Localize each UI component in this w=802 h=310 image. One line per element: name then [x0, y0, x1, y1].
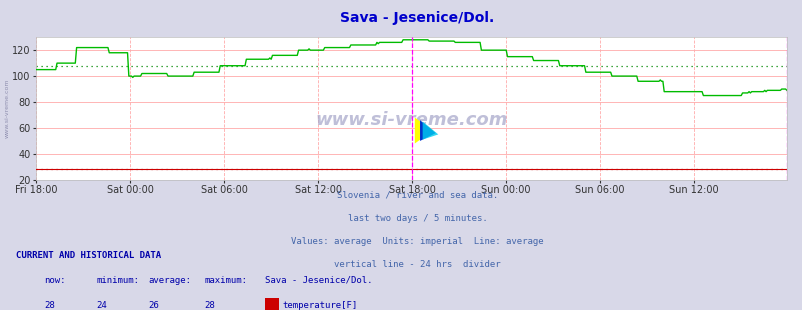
Text: Sava - Jesenice/Dol.: Sava - Jesenice/Dol. — [265, 276, 372, 285]
Text: www.si-vreme.com: www.si-vreme.com — [315, 111, 507, 129]
Text: Slovenia / river and sea data.: Slovenia / river and sea data. — [337, 191, 497, 200]
Text: temperature[F]: temperature[F] — [282, 301, 358, 310]
Text: www.si-vreme.com: www.si-vreme.com — [5, 79, 10, 138]
Polygon shape — [415, 117, 432, 144]
Text: 28: 28 — [44, 301, 55, 310]
Text: last two days / 5 minutes.: last two days / 5 minutes. — [347, 214, 487, 223]
Text: average:: average: — [148, 276, 192, 285]
Text: now:: now: — [44, 276, 66, 285]
Polygon shape — [422, 122, 438, 140]
Text: CURRENT AND HISTORICAL DATA: CURRENT AND HISTORICAL DATA — [16, 251, 161, 260]
Text: Sava - Jesenice/Dol.: Sava - Jesenice/Dol. — [340, 11, 494, 25]
Polygon shape — [419, 120, 435, 141]
Text: 26: 26 — [148, 301, 159, 310]
Text: Values: average  Units: imperial  Line: average: Values: average Units: imperial Line: av… — [291, 237, 543, 246]
Text: vertical line - 24 hrs  divider: vertical line - 24 hrs divider — [334, 260, 500, 269]
Text: maximum:: maximum: — [205, 276, 248, 285]
Text: 28: 28 — [205, 301, 215, 310]
Text: 24: 24 — [96, 301, 107, 310]
Text: minimum:: minimum: — [96, 276, 140, 285]
